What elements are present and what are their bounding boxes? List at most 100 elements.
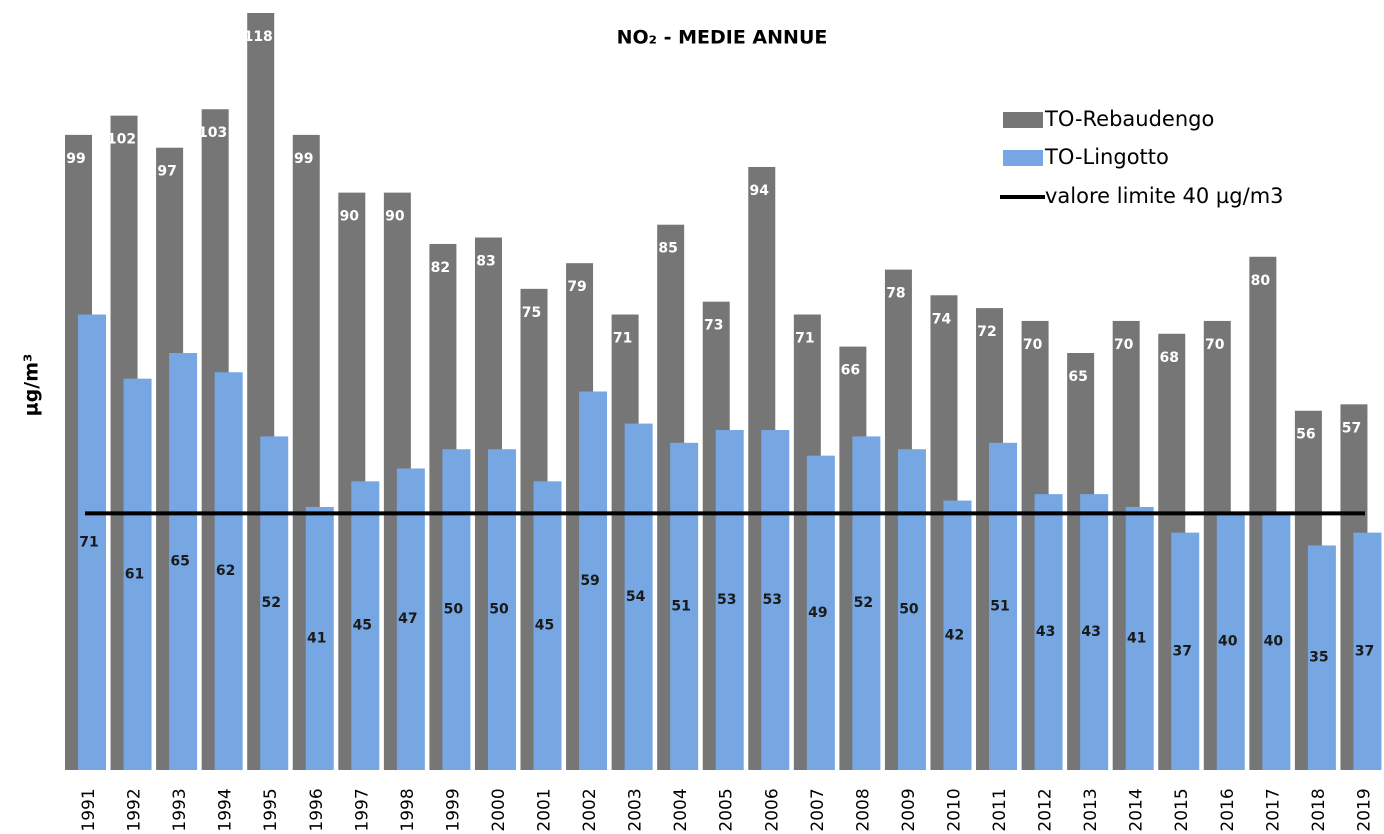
data-label: 79 bbox=[567, 279, 586, 295]
data-label: 50 bbox=[444, 602, 464, 618]
bar bbox=[123, 378, 152, 770]
x-tick-label: 2005 bbox=[717, 788, 737, 831]
data-label: 97 bbox=[157, 164, 176, 180]
x-tick-label: 2008 bbox=[853, 788, 873, 831]
data-label: 42 bbox=[945, 627, 964, 643]
legend-label: TO-Rebaudengo bbox=[1044, 107, 1214, 131]
x-tick-label: 2007 bbox=[808, 788, 828, 831]
data-label: 65 bbox=[1068, 369, 1087, 385]
bar bbox=[1125, 506, 1154, 770]
data-label: 71 bbox=[795, 331, 814, 347]
data-label: 80 bbox=[1251, 273, 1271, 289]
bar bbox=[351, 481, 380, 770]
data-label: 73 bbox=[704, 318, 723, 334]
data-label: 70 bbox=[1205, 337, 1225, 353]
x-tick-label: 2016 bbox=[1218, 788, 1238, 831]
data-label: 35 bbox=[1309, 650, 1328, 666]
bar bbox=[78, 314, 106, 770]
data-label: 68 bbox=[1159, 350, 1178, 366]
x-tick-label: 1997 bbox=[352, 788, 372, 831]
bar bbox=[670, 442, 699, 770]
data-label: 102 bbox=[107, 132, 136, 148]
data-label: 78 bbox=[886, 286, 905, 302]
data-label: 61 bbox=[125, 566, 144, 582]
legend-label: TO-Lingotto bbox=[1044, 145, 1169, 169]
x-tick-label: 2004 bbox=[671, 788, 691, 831]
x-tick-label: 2009 bbox=[899, 788, 919, 831]
bar bbox=[989, 442, 1018, 770]
bar bbox=[396, 468, 425, 770]
bar bbox=[487, 449, 516, 770]
data-label: 41 bbox=[307, 630, 326, 646]
data-label: 71 bbox=[613, 331, 632, 347]
data-label: 41 bbox=[1127, 630, 1146, 646]
bar bbox=[1353, 532, 1382, 770]
bar bbox=[214, 372, 243, 770]
data-label: 83 bbox=[476, 254, 495, 270]
bar bbox=[761, 429, 790, 770]
data-label: 56 bbox=[1296, 427, 1315, 443]
data-label: 66 bbox=[841, 363, 860, 379]
x-tick-label: 1996 bbox=[307, 788, 327, 831]
bar bbox=[442, 449, 471, 770]
data-label: 53 bbox=[717, 592, 736, 608]
data-label: 90 bbox=[385, 209, 405, 225]
data-label: 71 bbox=[79, 534, 98, 550]
x-tick-label: 2013 bbox=[1081, 788, 1101, 831]
data-label: 37 bbox=[1355, 643, 1374, 659]
x-tick-label: 2011 bbox=[990, 788, 1010, 831]
data-label: 49 bbox=[808, 605, 827, 621]
data-label: 65 bbox=[170, 554, 189, 570]
data-label: 103 bbox=[198, 125, 227, 141]
data-label: 47 bbox=[398, 611, 417, 627]
data-label: 40 bbox=[1264, 634, 1284, 650]
data-label: 75 bbox=[522, 305, 541, 321]
bar bbox=[897, 449, 926, 770]
data-label: 72 bbox=[977, 324, 996, 340]
data-label: 45 bbox=[353, 618, 372, 634]
data-label: 52 bbox=[261, 595, 280, 611]
data-label: 50 bbox=[899, 602, 919, 618]
data-label: 99 bbox=[294, 151, 313, 167]
x-tick-label: 2000 bbox=[489, 788, 509, 831]
bar bbox=[852, 436, 881, 770]
x-tick-label: 1991 bbox=[79, 788, 99, 831]
bar bbox=[579, 391, 608, 770]
data-label: 118 bbox=[244, 29, 273, 45]
bar bbox=[1171, 532, 1200, 770]
x-tick-label: 2003 bbox=[626, 788, 646, 831]
bar bbox=[1262, 513, 1291, 770]
data-label: 57 bbox=[1342, 420, 1361, 436]
x-tick-label: 1999 bbox=[443, 788, 463, 831]
data-label: 37 bbox=[1172, 643, 1191, 659]
data-label: 82 bbox=[431, 260, 450, 276]
data-label: 50 bbox=[489, 602, 509, 618]
x-tick-label: 2002 bbox=[580, 788, 600, 831]
data-label: 90 bbox=[340, 209, 360, 225]
data-label: 51 bbox=[990, 598, 1009, 614]
data-label: 43 bbox=[1081, 624, 1100, 640]
bar bbox=[943, 500, 972, 770]
data-label: 43 bbox=[1036, 624, 1055, 640]
x-tick-label: 1994 bbox=[216, 788, 236, 831]
data-label: 59 bbox=[580, 573, 599, 589]
data-label: 45 bbox=[535, 618, 554, 634]
x-tick-label: 1998 bbox=[398, 788, 418, 831]
bar bbox=[1034, 494, 1063, 770]
x-tick-label: 2018 bbox=[1309, 788, 1329, 831]
x-tick-label: 2014 bbox=[1127, 788, 1147, 831]
bar bbox=[169, 353, 198, 770]
bar bbox=[1307, 545, 1336, 770]
data-label: 54 bbox=[626, 589, 646, 605]
x-tick-label: 2001 bbox=[535, 788, 555, 831]
bar bbox=[806, 455, 835, 770]
data-label: 52 bbox=[854, 595, 873, 611]
x-tick-label: 1993 bbox=[170, 788, 190, 831]
bar bbox=[1216, 513, 1245, 770]
data-label: 62 bbox=[216, 563, 235, 579]
bar bbox=[624, 423, 653, 770]
legend-swatch bbox=[1003, 150, 1043, 166]
x-tick-label: 2010 bbox=[944, 788, 964, 831]
x-tick-label: 2017 bbox=[1263, 788, 1283, 831]
